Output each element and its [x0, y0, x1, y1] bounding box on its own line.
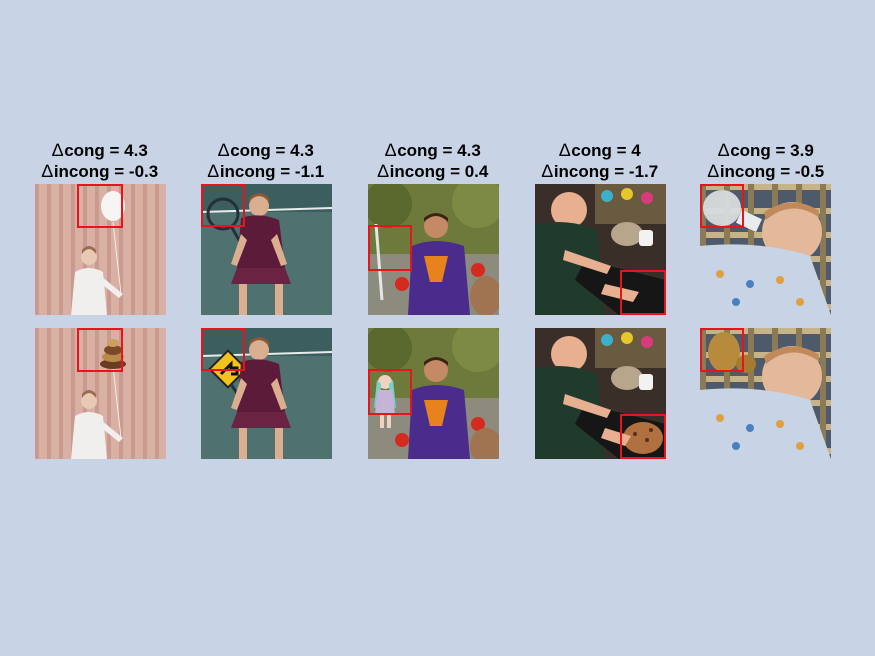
congruent-image: [700, 184, 831, 315]
incong-score-label: ∆incong = -0.5: [707, 161, 825, 181]
object-highlight-box: [77, 328, 123, 372]
object-highlight-box: [620, 414, 666, 459]
object-highlight-box: [620, 270, 666, 315]
delta-symbol: ∆: [707, 161, 719, 181]
delta-symbol: ∆: [41, 161, 53, 181]
incongruent-image: [535, 328, 666, 459]
congruent-image: [201, 184, 332, 315]
delta-symbol: ∆: [52, 140, 64, 160]
object-highlight-box: [700, 328, 744, 372]
incong-score-label: ∆incong = 0.4: [377, 161, 489, 181]
delta-symbol: ∆: [218, 140, 230, 160]
incong-score-label: ∆incong = -0.3: [41, 161, 159, 181]
object-highlight-box: [201, 328, 245, 371]
cong-score-label: ∆cong = 3.9: [718, 140, 814, 160]
delta-symbol: ∆: [559, 140, 571, 160]
incong-score-label: ∆incong = -1.7: [541, 161, 659, 181]
delta-symbol: ∆: [385, 140, 397, 160]
cong-score-label: ∆cong = 4.3: [385, 140, 481, 160]
cong-score-label: ∆cong = 4.3: [218, 140, 314, 160]
object-highlight-box: [201, 184, 245, 227]
object-highlight-box: [368, 369, 412, 415]
incong-score-label: ∆incong = -1.1: [207, 161, 325, 181]
congruent-image: [368, 184, 499, 315]
delta-symbol: ∆: [541, 161, 553, 181]
object-highlight-box: [77, 184, 123, 228]
object-highlight-box: [368, 225, 412, 271]
incongruent-image: [368, 328, 499, 459]
incongruent-image: [201, 328, 332, 459]
delta-symbol: ∆: [718, 140, 730, 160]
incongruent-image: [700, 328, 831, 459]
cong-score-label: ∆cong = 4: [559, 140, 641, 160]
incongruent-image: [35, 328, 166, 459]
congruent-image: [35, 184, 166, 315]
congruent-image: [535, 184, 666, 315]
delta-symbol: ∆: [207, 161, 219, 181]
delta-symbol: ∆: [377, 161, 389, 181]
object-highlight-box: [700, 184, 744, 228]
cong-score-label: ∆cong = 4.3: [52, 140, 148, 160]
